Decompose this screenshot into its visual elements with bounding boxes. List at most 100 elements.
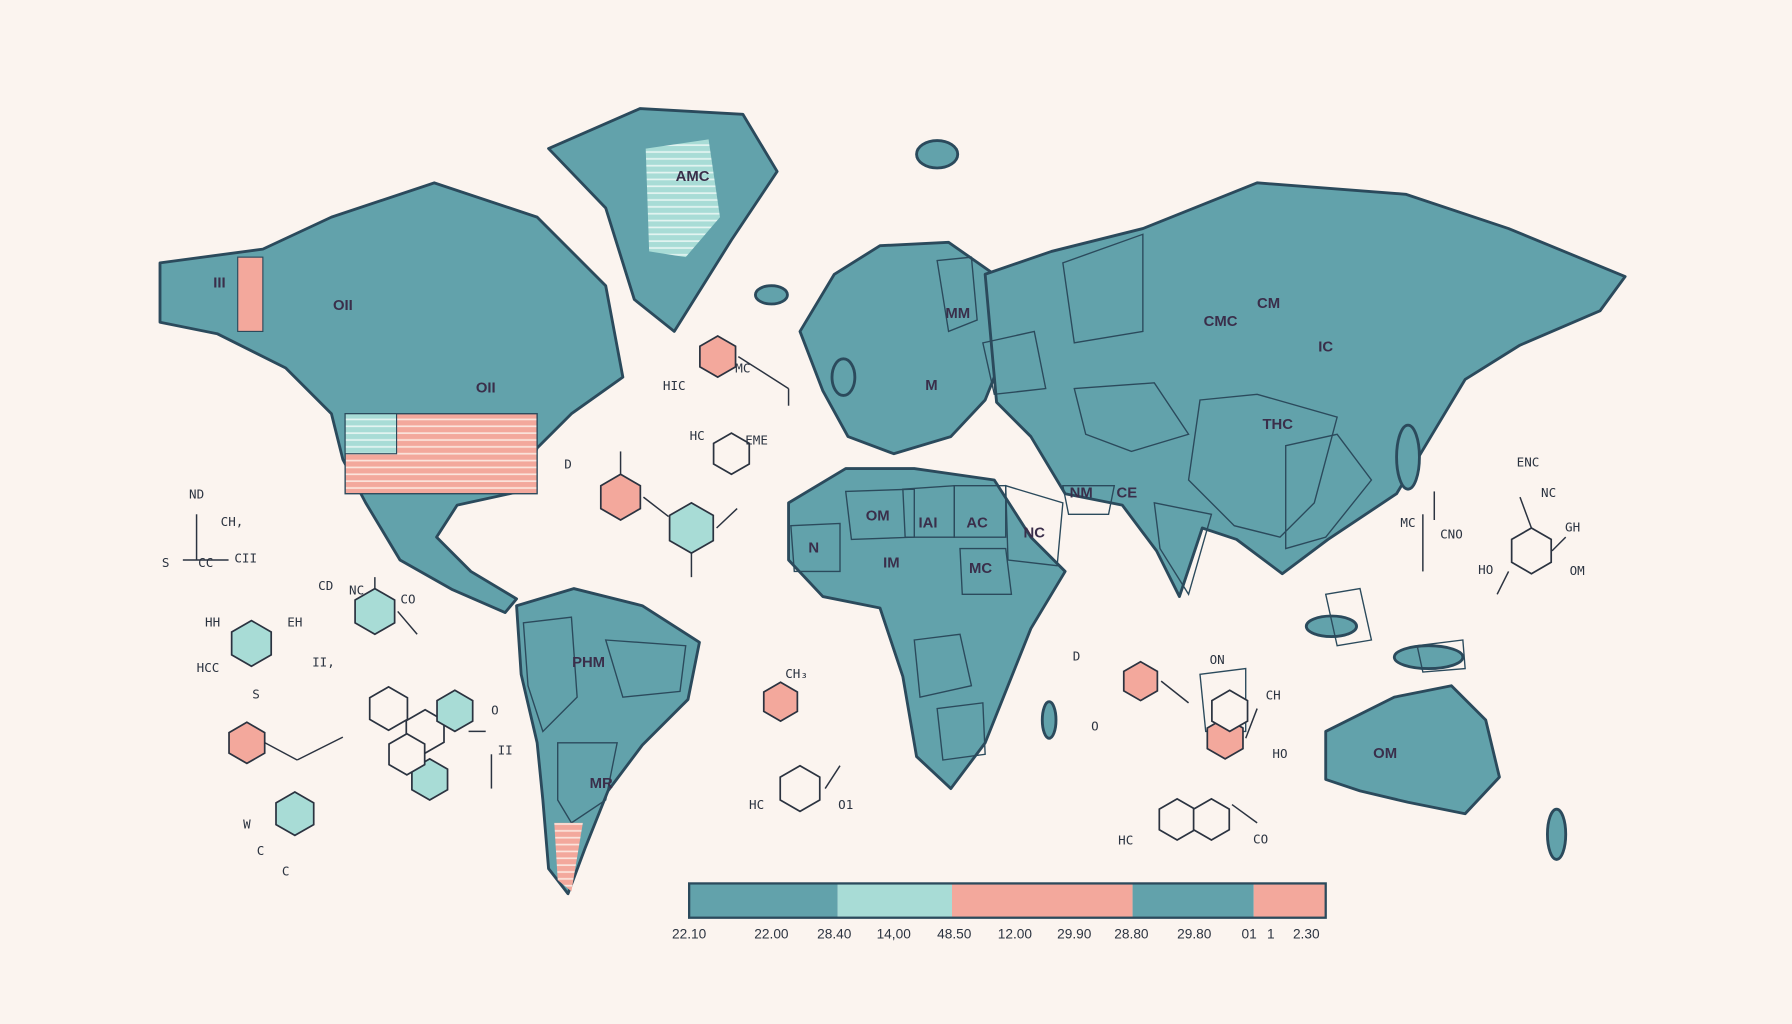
island — [753, 284, 789, 306]
chemistry-label: S — [252, 686, 260, 701]
region — [913, 633, 973, 698]
chemistry-label: HC — [690, 428, 705, 443]
region — [953, 485, 1007, 538]
chemistry-label: CH₃ — [785, 666, 808, 681]
map-label: IC — [1318, 339, 1333, 355]
hexagon-ring — [1510, 527, 1553, 575]
chemistry-label: CD — [318, 578, 333, 593]
map-label: OM — [866, 508, 890, 524]
bond — [296, 736, 344, 761]
island — [1545, 807, 1568, 861]
region — [936, 256, 978, 333]
island — [1392, 644, 1465, 670]
legend-label: 29.80 — [1177, 926, 1212, 941]
asia — [983, 181, 1627, 598]
region — [936, 702, 986, 761]
chemistry-label: II, — [312, 654, 335, 669]
bond — [397, 610, 418, 635]
map-label: IAI — [919, 515, 938, 531]
chemical-structures — [182, 335, 1567, 841]
legend-label: 14,00 — [877, 926, 912, 941]
bond — [1160, 680, 1190, 704]
chemistry-label: CC — [198, 555, 213, 570]
legend-label: 28.40 — [817, 926, 852, 941]
chemistry-label: OM — [1570, 563, 1586, 578]
chemistry-label: NC — [1541, 485, 1556, 500]
map-label: AMC — [676, 169, 710, 185]
hexagon-ring — [712, 432, 751, 476]
chemistry-label: GH — [1565, 519, 1580, 534]
island — [1395, 423, 1421, 491]
hexagon-ring — [388, 732, 426, 776]
map-label: OII — [333, 298, 353, 314]
chemistry-label: D — [1073, 649, 1081, 664]
chemistry-label: CH, — [221, 514, 244, 529]
hexagon-ring — [699, 335, 737, 379]
chemistry-label: HH — [205, 614, 220, 629]
legend-label: 29.90 — [1057, 926, 1092, 941]
map-label: CM — [1257, 296, 1280, 312]
hexagon-ring — [779, 764, 821, 813]
hexagon-ring — [228, 721, 266, 765]
australia — [1324, 684, 1501, 816]
chemistry-label: EME — [745, 433, 768, 448]
chemistry-label: HO — [1478, 562, 1493, 577]
map-label: PHM — [572, 655, 605, 671]
legend-label: 22.00 — [754, 926, 789, 941]
region — [982, 330, 1047, 396]
chemistry-label: C — [282, 864, 290, 879]
hexagon-ring — [1211, 689, 1249, 733]
hexagon-ring — [354, 587, 396, 636]
map-label: III — [213, 275, 225, 291]
chemistry-label: NC — [349, 582, 364, 597]
bond — [716, 508, 738, 529]
region — [557, 742, 618, 824]
chemistry-label: CII — [234, 550, 257, 565]
chemistry-label: CNO — [1440, 526, 1463, 541]
legend-label: 2.30 — [1293, 926, 1320, 941]
region — [959, 547, 1013, 595]
map-label: AC — [966, 515, 988, 531]
hexagon-ring — [762, 681, 799, 723]
map-label: NM — [1070, 486, 1093, 502]
regions — [237, 139, 1466, 892]
map-label: OM — [1373, 746, 1397, 762]
region — [1187, 393, 1338, 538]
map-label: IM — [883, 555, 900, 571]
hexagon-ring — [1122, 660, 1159, 702]
hexagon-ring — [1192, 797, 1231, 841]
chemistry-label: HC — [749, 797, 764, 812]
region — [1062, 233, 1144, 344]
bond — [264, 742, 298, 761]
chemistry-label: D — [564, 457, 572, 472]
legend-label: 1 — [1267, 926, 1275, 941]
bond — [1496, 571, 1510, 595]
chemistry-label: C — [257, 843, 265, 858]
chemistry-label: HC — [1118, 833, 1133, 848]
chemistry-label: ON — [1210, 652, 1225, 667]
legend-label: 48.50 — [937, 926, 972, 941]
region — [1199, 667, 1247, 733]
chemistry-label: HIC — [663, 378, 686, 393]
north-america — [158, 181, 625, 614]
hexagon-ring — [368, 685, 409, 732]
map-label: MM — [945, 306, 970, 322]
legend-segment — [952, 883, 1133, 918]
bond — [1231, 803, 1258, 824]
region — [1324, 587, 1373, 647]
legend-segment — [1132, 883, 1254, 918]
chemistry-label: CO — [1253, 832, 1268, 847]
chemistry-label: II — [498, 742, 513, 757]
map-label: MR — [590, 776, 613, 792]
chemistry-label: O1 — [838, 797, 853, 812]
map-label: N — [808, 540, 819, 556]
chemistry-label: W — [243, 817, 251, 832]
region — [790, 522, 841, 573]
region — [1062, 485, 1116, 515]
map-label: MC — [969, 561, 992, 577]
chemistry-label: EH — [287, 614, 302, 629]
legend-segment — [837, 883, 952, 918]
chemistry-label: MC — [1400, 515, 1415, 530]
chemistry-label: CO — [400, 591, 415, 606]
